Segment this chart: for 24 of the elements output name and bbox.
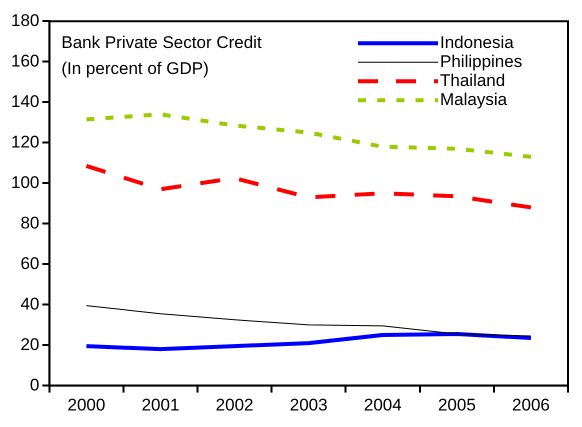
y-tick-label: 20 [20, 334, 40, 354]
y-tick-label: 0 [30, 375, 40, 394]
y-tick-label: 120 [10, 132, 40, 152]
y-tick-label: 160 [10, 51, 40, 70]
legend-label: Thailand [440, 70, 506, 90]
x-tick-label: 2001 [142, 395, 180, 414]
text: Bank Private Sector Credit [61, 32, 262, 52]
x-tick-label: 2006 [512, 395, 550, 414]
x-tick-label: 2000 [67, 395, 106, 414]
x-tick-label: 2004 [364, 395, 402, 414]
legend-label: Malaysia [440, 90, 508, 109]
y-tick-label: 140 [10, 92, 40, 111]
y-tick-label: 40 [20, 294, 40, 314]
y-tick-label: 80 [20, 213, 40, 232]
y-tick-label: 100 [10, 172, 40, 192]
y-tick-label: 180 [10, 10, 40, 30]
legend-label: Philippines [440, 52, 522, 71]
text: (In percent of GDP) [61, 58, 209, 78]
x-tick-label: 2005 [438, 395, 476, 414]
y-tick-label: 60 [20, 254, 40, 273]
x-tick-label: 2002 [216, 395, 254, 414]
x-tick-label: 2003 [290, 395, 328, 414]
legend-label: Indonesia [440, 32, 514, 52]
line-series [84, 112, 533, 159]
